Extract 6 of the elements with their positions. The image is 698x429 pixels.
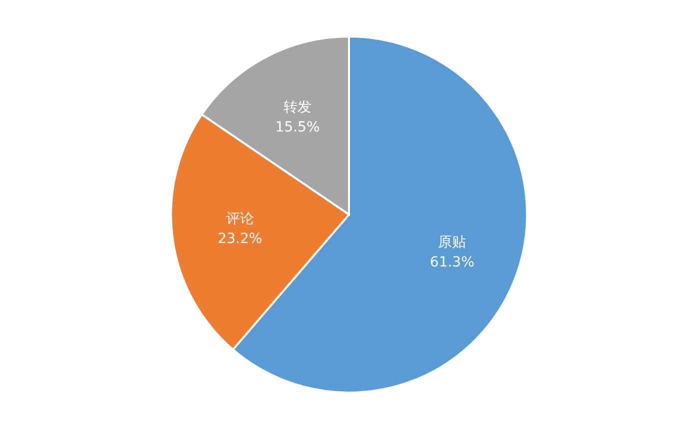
data-label: 23.2%: [218, 230, 262, 247]
data-label: 61.3%: [430, 254, 474, 271]
slice-label: 转发: [284, 99, 312, 116]
data-label: 15.5%: [275, 119, 320, 136]
slice-label: 评论: [226, 210, 254, 227]
slice-label: 原贴: [438, 234, 466, 251]
